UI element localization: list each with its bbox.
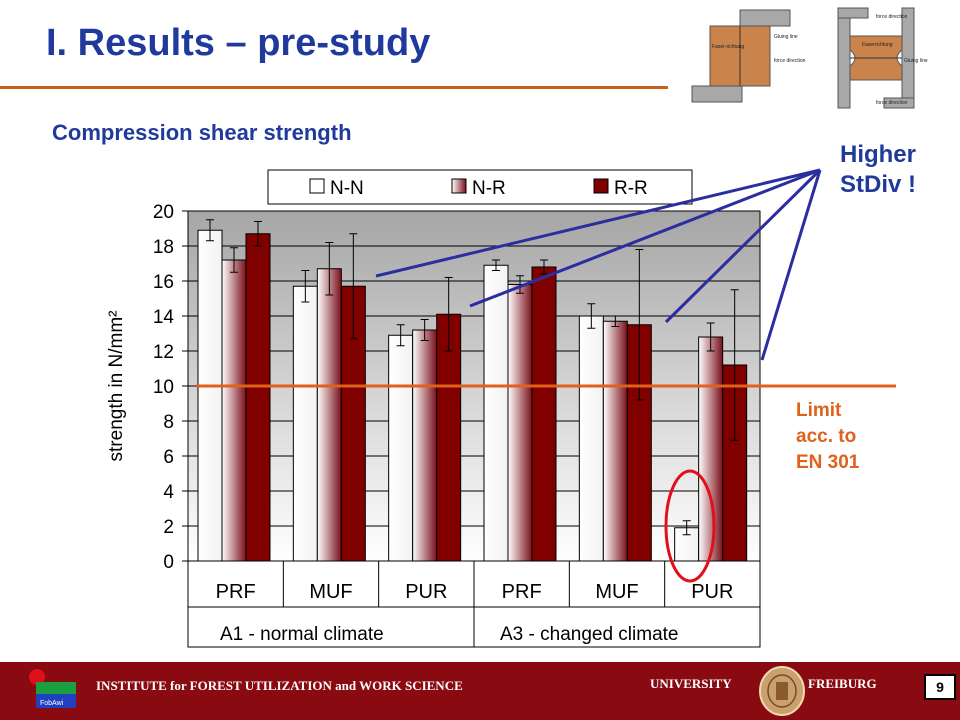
slide-title: I. Results – pre-study bbox=[46, 22, 431, 64]
bar-r-r-0 bbox=[245, 233, 271, 562]
y-tick-label: 0 bbox=[163, 552, 174, 573]
bar-n-r-2 bbox=[412, 329, 438, 562]
bar-n-r-0 bbox=[221, 259, 247, 562]
page-number: 9 bbox=[924, 674, 956, 700]
bar-n-n-0 bbox=[197, 229, 223, 562]
fobawi-logo-icon: FobAwi bbox=[29, 669, 76, 708]
bar-n-n-4 bbox=[578, 315, 604, 562]
footer-bar: FobAwi INSTITUTE for FOREST UTILIZATION … bbox=[0, 662, 960, 720]
diagram-right-label1: force direction bbox=[876, 14, 908, 20]
legend-label-nn: N-N bbox=[330, 178, 364, 199]
group-label-a3: A3 - changed climate bbox=[500, 624, 679, 645]
y-tick-label: 20 bbox=[153, 202, 174, 223]
footer-university: UNIVERSITY bbox=[650, 676, 732, 691]
bar-chart: 0 2 4 6 8 10 12 14 16 18 20 PRF MUF PUR PRF MUF PUR A1 … bbox=[106, 168, 896, 648]
limit-note-line1: Limit bbox=[796, 400, 842, 421]
x-category-label: PRF bbox=[502, 581, 542, 603]
x-category-label: PUR bbox=[691, 581, 733, 603]
specimen-diagram-left: Faser-richtung Gluing line force directi… bbox=[691, 9, 806, 103]
annotation-pointers bbox=[375, 168, 822, 361]
specimen-diagram-right: force direction Faserrichtung Gluing lin… bbox=[837, 7, 928, 109]
y-tick-label: 16 bbox=[153, 272, 174, 293]
y-tick-label: 18 bbox=[153, 237, 174, 258]
bar-n-n-1 bbox=[292, 285, 318, 562]
y-tick-label: 2 bbox=[163, 517, 174, 538]
limit-note: Limit acc. to EN 301 bbox=[796, 398, 906, 476]
diagram-left-label1: Faser-richtung bbox=[712, 44, 744, 50]
y-tick-label: 12 bbox=[153, 342, 174, 363]
bar-n-r-5 bbox=[698, 336, 724, 562]
highlight-ellipse bbox=[664, 469, 716, 583]
legend-swatch-nr bbox=[451, 178, 467, 194]
limit-note-line2: acc. to bbox=[796, 426, 857, 447]
y-tick-label: 6 bbox=[163, 447, 174, 468]
diagram-right-label4: force direction bbox=[876, 100, 908, 106]
bar-r-r-3 bbox=[531, 266, 557, 562]
title-underline bbox=[0, 86, 668, 89]
bar-n-r-3 bbox=[507, 284, 533, 562]
logo-text: FobAwi bbox=[40, 700, 64, 707]
y-tick-label: 8 bbox=[163, 412, 174, 433]
footer-city: FREIBURG bbox=[808, 676, 877, 691]
higher-stdiv-note: Higher StDiv ! bbox=[828, 140, 928, 200]
slide-subtitle: Compression shear strength bbox=[52, 120, 352, 145]
bar-n-r-1 bbox=[316, 268, 342, 562]
x-category-label: MUF bbox=[309, 581, 352, 603]
diagram-right-label2: Faserrichtung bbox=[862, 42, 893, 48]
legend-box bbox=[267, 169, 693, 205]
y-tick-label: 4 bbox=[163, 482, 174, 503]
footer-institute: INSTITUTE for FOREST UTILIZATION and WOR… bbox=[96, 678, 463, 693]
y-tick-label: 10 bbox=[153, 377, 174, 398]
group-label-a1: A1 - normal climate bbox=[220, 624, 384, 645]
diagram-left-label2: Gluing line bbox=[774, 34, 798, 40]
diagram-left-label3: force direction bbox=[774, 58, 806, 64]
higher-note-line2: StDiv ! bbox=[839, 171, 916, 198]
legend-swatch-rr bbox=[593, 178, 609, 194]
x-category-label: PRF bbox=[216, 581, 256, 603]
university-seal-icon bbox=[759, 666, 805, 716]
legend-swatch-nn bbox=[309, 178, 325, 194]
x-category-label: MUF bbox=[595, 581, 638, 603]
legend-label-rr: R-R bbox=[614, 178, 648, 199]
y-axis-label: strength in N/mm² bbox=[106, 311, 127, 462]
bar-n-n-2 bbox=[388, 334, 414, 562]
bar-n-r-4 bbox=[602, 320, 628, 562]
legend-label-nr: N-R bbox=[472, 178, 506, 199]
x-category-label: PUR bbox=[405, 581, 447, 603]
limit-note-line3: EN 301 bbox=[796, 452, 860, 473]
bar-n-n-3 bbox=[483, 264, 509, 562]
higher-note-line1: Higher bbox=[839, 141, 916, 168]
y-tick-label: 14 bbox=[153, 307, 175, 328]
bar-r-r-2 bbox=[436, 313, 462, 562]
diagram-right-label3: Gluing line bbox=[904, 58, 928, 64]
